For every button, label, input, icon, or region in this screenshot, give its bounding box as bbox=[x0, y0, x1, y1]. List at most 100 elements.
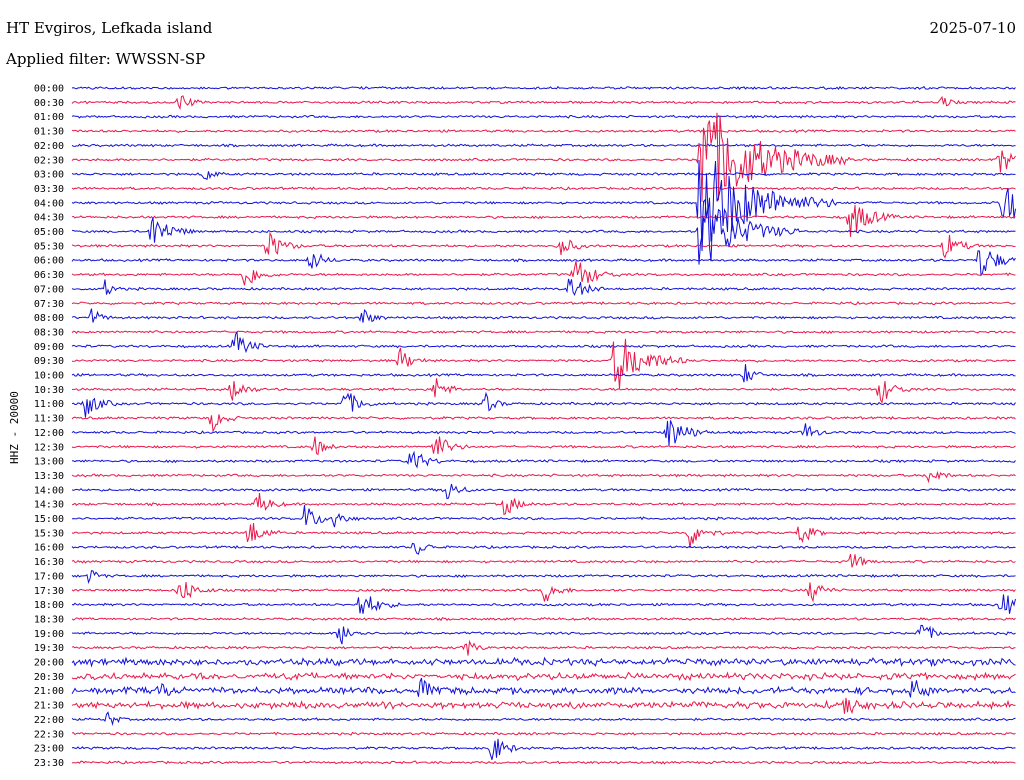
seismogram-trace bbox=[71, 198, 1016, 265]
seismogram-trace bbox=[71, 522, 1016, 549]
seismogram-trace bbox=[71, 570, 1016, 584]
seismogram-trace bbox=[71, 143, 1016, 148]
seismogram-trace bbox=[71, 308, 1016, 323]
seismogram-trace bbox=[71, 171, 1016, 181]
row-time-label: 10:30 bbox=[34, 385, 64, 396]
seismogram-trace bbox=[71, 639, 1016, 656]
seismogram-trace bbox=[71, 128, 1016, 134]
seismogram-trace bbox=[71, 760, 1016, 765]
seismogram-trace bbox=[71, 581, 1016, 603]
station-title: HT Evgiros, Lefkada island bbox=[6, 19, 213, 37]
seismogram-trace bbox=[71, 594, 1016, 614]
seismogram-trace bbox=[71, 738, 1016, 760]
row-time-label: 21:30 bbox=[34, 701, 64, 712]
seismogram-trace bbox=[71, 391, 1016, 418]
seismogram-traces bbox=[71, 85, 1016, 765]
row-time-label: 17:00 bbox=[34, 571, 64, 582]
seismogram-trace bbox=[71, 278, 1016, 297]
row-time-label: 16:30 bbox=[34, 557, 64, 568]
seismogram-trace bbox=[71, 677, 1016, 698]
seismogram-trace bbox=[71, 542, 1016, 555]
seismogram-trace bbox=[71, 624, 1016, 645]
row-time-label: 07:00 bbox=[34, 284, 64, 295]
row-time-label: 14:30 bbox=[34, 500, 64, 511]
seismogram-trace bbox=[71, 697, 1016, 715]
row-time-label: 00:30 bbox=[34, 98, 64, 109]
row-time-label: 03:30 bbox=[34, 184, 64, 195]
row-time-label: 12:30 bbox=[34, 442, 64, 453]
row-time-label: 00:00 bbox=[34, 84, 64, 95]
row-time-label: 17:30 bbox=[34, 586, 64, 597]
seismogram-trace bbox=[71, 186, 1016, 191]
row-time-label: 01:00 bbox=[34, 112, 64, 123]
row-time-label: 07:30 bbox=[34, 299, 64, 310]
seismogram-trace bbox=[71, 414, 1016, 433]
row-time-label: 05:30 bbox=[34, 241, 64, 252]
seismogram-trace bbox=[71, 711, 1016, 726]
seismogram-trace bbox=[71, 731, 1016, 736]
row-time-label: 11:30 bbox=[34, 414, 64, 425]
row-time-label: 10:00 bbox=[34, 371, 64, 382]
row-time-label: 09:30 bbox=[34, 356, 64, 367]
seismogram-trace bbox=[71, 492, 1016, 516]
row-time-label: 04:00 bbox=[34, 198, 64, 209]
row-time-label: 06:30 bbox=[34, 270, 64, 281]
row-time-label: 02:30 bbox=[34, 155, 64, 166]
row-time-label: 20:00 bbox=[34, 658, 64, 669]
seismogram-trace bbox=[71, 378, 1016, 404]
seismogram-trace bbox=[71, 450, 1016, 469]
seismogram-trace bbox=[71, 159, 1016, 252]
seismogram-trace bbox=[71, 671, 1016, 682]
row-time-label: 20:30 bbox=[34, 672, 64, 683]
row-time-label: 19:30 bbox=[34, 643, 64, 654]
seismogram-trace bbox=[71, 330, 1016, 354]
seismogram-trace bbox=[71, 364, 1016, 383]
row-time-label: 04:30 bbox=[34, 213, 64, 224]
seismogram-trace bbox=[71, 656, 1016, 668]
seismogram-trace bbox=[71, 616, 1016, 622]
row-time-label: 15:00 bbox=[34, 514, 64, 525]
row-time-label: 08:30 bbox=[34, 327, 64, 338]
row-time-label: 01:30 bbox=[34, 127, 64, 138]
row-time-label: 03:00 bbox=[34, 170, 64, 181]
seismogram-trace bbox=[71, 112, 1016, 202]
seismogram-trace bbox=[71, 204, 1016, 237]
seismogram-trace bbox=[71, 505, 1016, 528]
seismogram-trace bbox=[71, 250, 1016, 277]
seismogram-trace bbox=[71, 114, 1016, 119]
row-time-label: 23:30 bbox=[34, 758, 64, 769]
row-time-label: 19:00 bbox=[34, 629, 64, 640]
seismogram-trace bbox=[71, 301, 1016, 306]
seismogram-trace bbox=[71, 436, 1016, 456]
row-time-label: 14:00 bbox=[34, 485, 64, 496]
row-tick-labels: 00:00 00:30 01:00 01:30 02:00 02:30 03:00 03:30… bbox=[34, 84, 64, 769]
seismogram-trace bbox=[71, 85, 1016, 91]
row-time-label: 23:00 bbox=[34, 744, 64, 755]
row-time-label: 13:30 bbox=[34, 471, 64, 482]
seismogram-trace bbox=[71, 553, 1016, 568]
row-time-label: 21:00 bbox=[34, 686, 64, 697]
row-time-label: 09:00 bbox=[34, 342, 64, 353]
seismogram-trace bbox=[71, 420, 1016, 446]
row-time-label: 18:30 bbox=[34, 614, 64, 625]
row-time-label: 16:00 bbox=[34, 543, 64, 554]
seismogram-trace bbox=[71, 260, 1016, 286]
seismogram-trace bbox=[71, 483, 1016, 500]
seismogram-trace bbox=[71, 338, 1016, 389]
row-time-label: 06:00 bbox=[34, 256, 64, 267]
seismogram-trace bbox=[71, 95, 1016, 111]
row-time-label: 08:00 bbox=[34, 313, 64, 324]
row-time-label: 18:00 bbox=[34, 600, 64, 611]
row-time-label: 13:00 bbox=[34, 457, 64, 468]
seismogram-trace bbox=[71, 231, 1016, 259]
row-time-label: 12:00 bbox=[34, 428, 64, 439]
row-time-label: 22:30 bbox=[34, 729, 64, 740]
seismogram-trace bbox=[71, 329, 1016, 335]
row-time-label: 15:30 bbox=[34, 528, 64, 539]
filter-label: Applied filter: WWSSN-SP bbox=[6, 50, 206, 68]
seismogram-trace bbox=[71, 470, 1016, 484]
row-time-label: 22:00 bbox=[34, 715, 64, 726]
row-time-label: 05:00 bbox=[34, 227, 64, 238]
row-time-label: 11:00 bbox=[34, 399, 64, 410]
